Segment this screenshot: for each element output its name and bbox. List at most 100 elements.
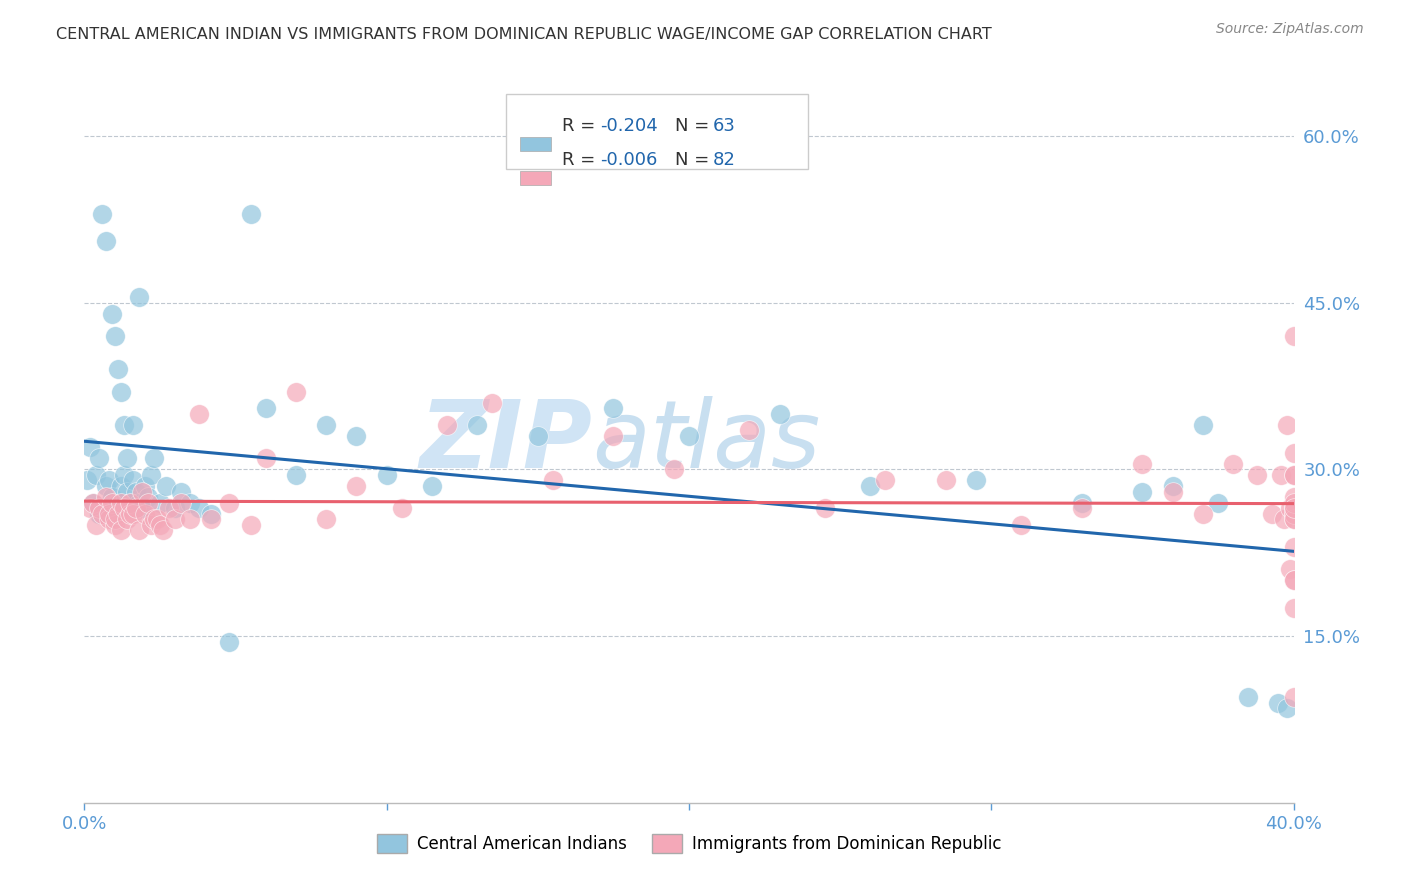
- Point: [139, 467, 162, 482]
- Point: [118, 496, 141, 510]
- Point: [1282, 445, 1305, 459]
- Point: [131, 484, 153, 499]
- Point: [346, 479, 368, 493]
- Point: [254, 451, 277, 466]
- Point: [79, 440, 101, 454]
- Point: [315, 512, 337, 526]
- Point: [134, 479, 156, 493]
- Point: [1282, 490, 1305, 504]
- Point: [112, 417, 135, 432]
- Point: [965, 474, 987, 488]
- Point: [100, 490, 122, 504]
- Text: N =: N =: [675, 151, 714, 169]
- Point: [738, 424, 761, 438]
- Point: [200, 507, 222, 521]
- Point: [527, 429, 550, 443]
- Point: [107, 362, 129, 376]
- Point: [1206, 496, 1229, 510]
- Point: [121, 474, 143, 488]
- Point: [1192, 507, 1215, 521]
- Point: [118, 507, 141, 521]
- Point: [115, 451, 138, 466]
- Point: [170, 496, 193, 510]
- Point: [107, 496, 129, 510]
- Point: [128, 524, 150, 538]
- Point: [481, 395, 503, 409]
- Point: [678, 429, 700, 443]
- Point: [86, 517, 108, 532]
- Point: [239, 517, 262, 532]
- Point: [179, 512, 201, 526]
- Point: [1130, 457, 1153, 471]
- Text: 82: 82: [713, 151, 735, 169]
- Point: [86, 467, 108, 482]
- Text: Source: ZipAtlas.com: Source: ZipAtlas.com: [1216, 22, 1364, 37]
- Point: [467, 417, 489, 432]
- Point: [112, 467, 135, 482]
- Point: [769, 407, 792, 421]
- Point: [1282, 574, 1305, 588]
- Point: [131, 501, 153, 516]
- Point: [935, 474, 957, 488]
- Point: [97, 474, 120, 488]
- Point: [155, 479, 177, 493]
- Point: [118, 496, 141, 510]
- Point: [254, 401, 277, 416]
- Point: [391, 501, 413, 516]
- Point: [157, 501, 180, 516]
- Point: [1011, 517, 1033, 532]
- Text: -0.006: -0.006: [600, 151, 658, 169]
- Point: [1071, 496, 1094, 510]
- Point: [112, 501, 135, 516]
- Point: [149, 496, 172, 510]
- Point: [1277, 417, 1299, 432]
- Text: 63: 63: [713, 117, 735, 135]
- Point: [128, 290, 150, 304]
- Point: [1282, 690, 1305, 705]
- Point: [188, 501, 211, 516]
- Point: [1282, 501, 1305, 516]
- Point: [94, 235, 117, 249]
- Point: [115, 512, 138, 526]
- Text: atlas: atlas: [592, 396, 821, 487]
- Point: [125, 501, 148, 516]
- Point: [134, 507, 156, 521]
- Point: [1261, 507, 1284, 521]
- Point: [97, 512, 120, 526]
- Text: CENTRAL AMERICAN INDIAN VS IMMIGRANTS FROM DOMINICAN REPUBLIC WAGE/INCOME GAP CO: CENTRAL AMERICAN INDIAN VS IMMIGRANTS FR…: [56, 27, 993, 42]
- Point: [1279, 501, 1302, 516]
- Point: [1274, 512, 1296, 526]
- Point: [1282, 507, 1305, 521]
- Point: [136, 490, 159, 504]
- Point: [107, 507, 129, 521]
- Text: ZIP: ZIP: [419, 395, 592, 488]
- Point: [1071, 501, 1094, 516]
- Point: [97, 507, 120, 521]
- Point: [170, 484, 193, 499]
- Text: R =: R =: [562, 151, 602, 169]
- Point: [89, 507, 111, 521]
- Point: [1282, 540, 1305, 554]
- Text: R =: R =: [562, 117, 602, 135]
- Point: [1282, 467, 1305, 482]
- Point: [149, 517, 172, 532]
- Point: [346, 429, 368, 443]
- Point: [94, 490, 117, 504]
- Point: [179, 496, 201, 510]
- Point: [541, 474, 564, 488]
- Point: [146, 512, 169, 526]
- Point: [1282, 512, 1305, 526]
- Point: [285, 384, 308, 399]
- Legend: Central American Indians, Immigrants from Dominican Republic: Central American Indians, Immigrants fro…: [370, 827, 1008, 860]
- Point: [1282, 501, 1305, 516]
- Point: [1282, 601, 1305, 615]
- Point: [142, 451, 165, 466]
- Point: [91, 507, 114, 521]
- Point: [136, 496, 159, 510]
- Point: [89, 501, 111, 516]
- Point: [1161, 484, 1184, 499]
- Point: [1130, 484, 1153, 499]
- Point: [1192, 417, 1215, 432]
- Point: [1222, 457, 1244, 471]
- Point: [1282, 574, 1305, 588]
